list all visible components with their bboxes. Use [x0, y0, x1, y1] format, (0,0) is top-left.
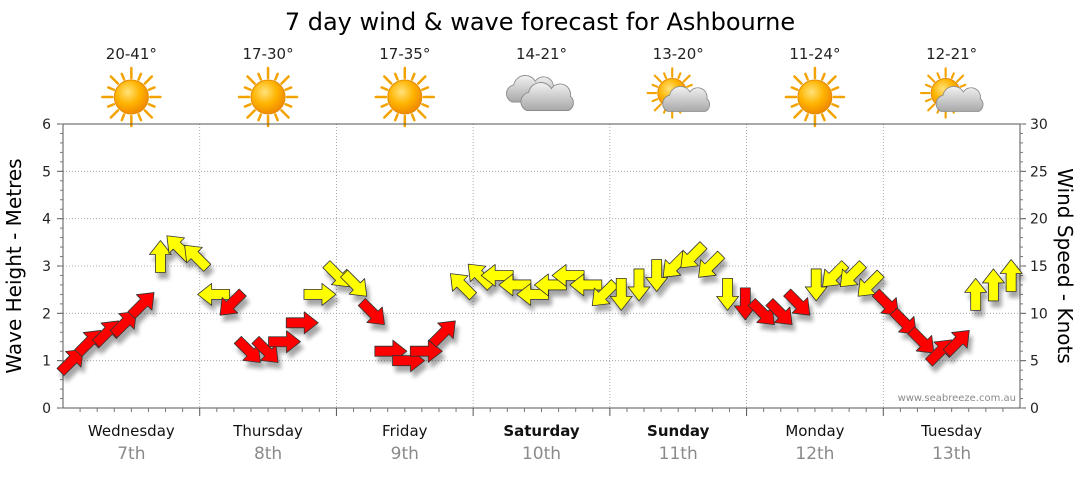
right-tick-label: 10 — [1030, 306, 1048, 322]
wind-arrow — [268, 330, 301, 354]
day-date: 12th — [795, 444, 834, 464]
wind-arrow — [698, 250, 726, 278]
wind-arrow — [357, 298, 385, 326]
wind-arrow — [609, 277, 633, 311]
wind-arrow — [340, 269, 368, 297]
wind-arrow — [999, 259, 1023, 292]
wind-arrow — [627, 268, 651, 302]
sun-icon — [237, 66, 299, 128]
left-tick-label: 1 — [42, 354, 51, 370]
day-name: Thursday — [232, 422, 303, 440]
day-temperature: 12-21° — [926, 45, 977, 63]
right-tick-label: 15 — [1030, 259, 1048, 275]
wind-arrow — [925, 339, 952, 367]
day-temperature: 20-41° — [106, 45, 157, 63]
day-name: Sunday — [647, 422, 710, 440]
cloud-icon — [506, 75, 574, 111]
wind-arrow — [569, 273, 603, 297]
wind-arrow — [964, 277, 988, 311]
wind-arrow — [184, 244, 212, 272]
partly-cloudy-icon — [919, 67, 984, 119]
wind-arrow — [285, 311, 319, 335]
sun-icon — [374, 66, 436, 128]
wind-arrow — [839, 260, 867, 288]
wind-arrow — [942, 330, 970, 357]
wind-arrow — [450, 273, 477, 301]
wind-arrow — [716, 277, 739, 311]
day-temperature: 13-20° — [653, 45, 704, 63]
day-name: Wednesday — [88, 422, 175, 440]
right-tick-label: 20 — [1030, 212, 1048, 228]
wind-arrows — [56, 235, 1023, 376]
wind-arrow — [92, 320, 120, 348]
wind-arrow — [591, 279, 619, 307]
credit-text: www.seabreeze.com.au — [898, 393, 1016, 404]
chart-title: 7 day wind & wave forecast for Ashbourne — [285, 8, 795, 36]
day-date: 13th — [932, 444, 971, 464]
wind-arrow — [303, 282, 337, 306]
day-name: Friday — [382, 422, 428, 440]
day-name: Monday — [785, 422, 844, 440]
wind-arrow — [783, 288, 811, 316]
wind-arrow — [74, 330, 102, 357]
day-temperature: 11-24° — [789, 45, 840, 63]
right-tick-label: 30 — [1030, 117, 1048, 133]
left-tick-label: 6 — [42, 117, 51, 133]
wind-arrow — [680, 241, 708, 269]
sun-icon — [101, 66, 162, 128]
wind-arrow — [871, 288, 899, 316]
day-temperature: 14-21° — [516, 45, 567, 63]
wind-arrow — [109, 311, 137, 339]
left-tick-label: 3 — [42, 259, 51, 275]
day-date: 8th — [254, 444, 282, 464]
day-labels: Wednesday 7th Thursday 8th Friday 9th Saturday… — [79, 408, 1004, 464]
day-temperature: 17-30° — [243, 45, 294, 63]
day-temperature: 17-35° — [379, 45, 430, 63]
wind-arrow — [822, 260, 850, 288]
day-name: Tuesday — [920, 422, 982, 440]
right-tick-label: 0 — [1030, 401, 1039, 417]
wind-arrow — [982, 268, 1005, 302]
right-axis-title: Wind Speed - Knots — [1053, 168, 1077, 364]
day-date: 10th — [522, 444, 561, 464]
wind-arrow — [127, 292, 155, 320]
left-axis-title: Wave Height - Metres — [2, 158, 26, 373]
wind-arrow — [467, 263, 495, 291]
sun-icon — [784, 66, 846, 128]
day-name: Saturday — [503, 422, 580, 440]
wind-arrow — [197, 282, 231, 306]
wind-arrow — [219, 288, 247, 316]
wind-arrow — [889, 307, 917, 335]
weather-row: 20-41° 17-30° 17-35° 14-21° 13-20° 11-24° 12-2… — [101, 45, 984, 128]
partly-cloudy-icon — [646, 67, 711, 119]
wind-arrow — [149, 240, 172, 273]
left-tick-label: 5 — [42, 164, 51, 180]
wind-arrow — [804, 268, 828, 302]
wind-arrow — [645, 259, 669, 292]
day-date: 11th — [659, 444, 698, 464]
wind-arrow — [907, 326, 935, 354]
day-date: 9th — [391, 444, 419, 464]
right-tick-label: 25 — [1030, 164, 1048, 180]
left-axis: 0 1 2 3 4 5 6 — [42, 117, 63, 417]
left-tick-label: 4 — [42, 212, 51, 228]
left-tick-label: 0 — [42, 401, 51, 417]
wind-arrow — [428, 320, 456, 348]
right-axis: 0 5 10 15 20 25 30 — [1020, 117, 1048, 417]
right-tick-label: 5 — [1030, 354, 1039, 370]
wind-arrow — [322, 260, 350, 288]
left-tick-label: 2 — [42, 306, 51, 322]
wind-arrow — [56, 348, 84, 376]
day-date: 7th — [117, 444, 145, 464]
wind-arrow — [765, 298, 793, 326]
